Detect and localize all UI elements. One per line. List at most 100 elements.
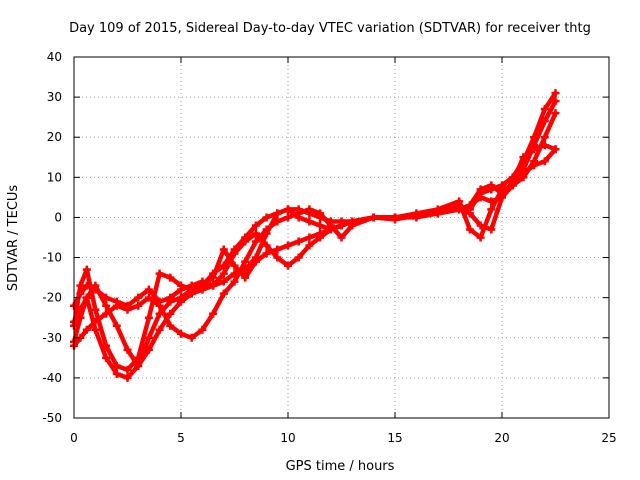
data-point-track-5 bbox=[348, 217, 357, 226]
data-point-track-5 bbox=[369, 213, 378, 222]
data-point-track-3 bbox=[465, 225, 474, 234]
data-point-track-3 bbox=[82, 265, 91, 274]
data-point-track-3 bbox=[530, 157, 539, 166]
data-point-track-5 bbox=[262, 241, 271, 250]
series-line-track-2 bbox=[71, 142, 558, 349]
data-point-track-4 bbox=[273, 209, 282, 218]
data-point-track-3 bbox=[219, 245, 228, 254]
data-point-track-4 bbox=[91, 325, 100, 334]
data-point-track-2 bbox=[241, 257, 250, 266]
data-point-track-1 bbox=[305, 217, 314, 226]
data-point-track-5 bbox=[487, 197, 496, 206]
data-point-track-2 bbox=[177, 329, 185, 338]
data-point-track-1 bbox=[134, 293, 143, 302]
data-point-track-3 bbox=[177, 281, 185, 290]
x-axis: 0 5 10 15 20 25 bbox=[70, 57, 617, 445]
data-point-track-4 bbox=[112, 369, 121, 378]
y-tick-label: -50 bbox=[42, 411, 62, 425]
plot-frame bbox=[73, 56, 610, 419]
data-point-track-5 bbox=[294, 253, 303, 262]
data-point-track-3 bbox=[144, 313, 153, 322]
y-tick-label: 30 bbox=[47, 90, 62, 104]
data-point-track-1 bbox=[219, 277, 228, 286]
y-axis-label: SDTVAR / TECUs bbox=[6, 185, 21, 292]
data-point-track-5 bbox=[102, 301, 111, 310]
series-group bbox=[70, 89, 560, 382]
data-point-track-4 bbox=[155, 309, 164, 318]
data-point-track-5 bbox=[155, 325, 164, 334]
x-tick-label: 15 bbox=[387, 431, 402, 445]
data-point-track-2 bbox=[230, 277, 239, 286]
data-point-track-5 bbox=[144, 345, 153, 354]
data-point-track-5 bbox=[476, 193, 485, 202]
data-point-track-5 bbox=[316, 233, 325, 242]
data-point-track-4 bbox=[551, 89, 560, 98]
data-point-track-5 bbox=[219, 269, 228, 278]
data-point-track-5 bbox=[273, 253, 282, 262]
y-tick-label: 10 bbox=[47, 170, 62, 184]
data-point-track-4 bbox=[487, 185, 496, 194]
data-point-track-3 bbox=[487, 205, 496, 214]
data-point-track-5 bbox=[91, 281, 100, 290]
data-point-track-3 bbox=[273, 245, 282, 254]
x-tick-label: 20 bbox=[494, 431, 509, 445]
data-point-track-5 bbox=[540, 117, 549, 126]
data-point-track-3 bbox=[294, 237, 303, 246]
data-point-track-5 bbox=[391, 213, 399, 222]
data-point-track-5 bbox=[177, 297, 185, 306]
data-point-track-3 bbox=[284, 241, 292, 250]
data-point-track-2 bbox=[198, 325, 207, 334]
data-point-track-2 bbox=[82, 325, 91, 334]
data-point-track-5 bbox=[209, 281, 218, 290]
data-point-track-2 bbox=[337, 233, 346, 242]
data-point-track-5 bbox=[508, 181, 517, 190]
data-point-track-5 bbox=[337, 221, 346, 230]
data-point-track-2 bbox=[251, 237, 260, 246]
data-point-track-2 bbox=[284, 213, 292, 222]
grid bbox=[74, 57, 609, 418]
data-point-track-3 bbox=[476, 233, 485, 242]
data-point-track-5 bbox=[82, 293, 91, 302]
data-point-track-4 bbox=[102, 353, 111, 362]
data-point-track-3 bbox=[551, 109, 560, 118]
data-point-track-2 bbox=[123, 305, 132, 314]
data-point-track-4 bbox=[166, 297, 175, 306]
data-point-track-1 bbox=[316, 221, 325, 230]
data-point-track-5 bbox=[187, 289, 196, 298]
y-tick-label: -30 bbox=[42, 331, 62, 345]
data-point-track-3 bbox=[241, 273, 250, 282]
x-tick-label: 0 bbox=[70, 431, 78, 445]
data-point-track-4 bbox=[209, 269, 218, 278]
data-point-track-1 bbox=[540, 157, 549, 166]
chart-title: Day 109 of 2015, Sidereal Day-to-day VTE… bbox=[69, 21, 591, 36]
data-point-track-2 bbox=[551, 145, 560, 154]
data-point-track-4 bbox=[284, 205, 292, 214]
y-axis: -50 -40 -30 -20 -10 0 10 20 30 40 bbox=[42, 50, 609, 425]
data-point-track-4 bbox=[262, 213, 271, 222]
data-point-track-5 bbox=[241, 237, 250, 246]
data-point-track-2 bbox=[112, 301, 121, 310]
x-axis-label: GPS time / hours bbox=[286, 459, 395, 474]
data-point-track-5 bbox=[251, 229, 260, 238]
data-point-track-2 bbox=[219, 289, 228, 298]
x-tick-label: 5 bbox=[177, 431, 185, 445]
data-point-track-2 bbox=[166, 321, 175, 330]
data-point-track-3 bbox=[123, 365, 132, 374]
data-point-track-5 bbox=[530, 141, 539, 150]
y-tick-label: 0 bbox=[54, 210, 62, 224]
data-point-track-2 bbox=[273, 217, 282, 226]
data-point-track-4 bbox=[540, 105, 549, 114]
data-point-track-3 bbox=[76, 281, 85, 290]
data-point-track-5 bbox=[198, 285, 207, 294]
y-tick-label: -20 bbox=[42, 291, 62, 305]
data-point-track-3 bbox=[540, 133, 549, 142]
data-point-track-5 bbox=[433, 209, 442, 218]
data-point-track-4 bbox=[498, 181, 506, 190]
data-point-track-4 bbox=[326, 217, 335, 226]
x-tick-label: 25 bbox=[601, 431, 616, 445]
data-point-track-4 bbox=[305, 209, 314, 218]
y-tick-label: -10 bbox=[42, 251, 62, 265]
data-point-track-3 bbox=[251, 257, 260, 266]
data-point-track-5 bbox=[123, 345, 132, 354]
